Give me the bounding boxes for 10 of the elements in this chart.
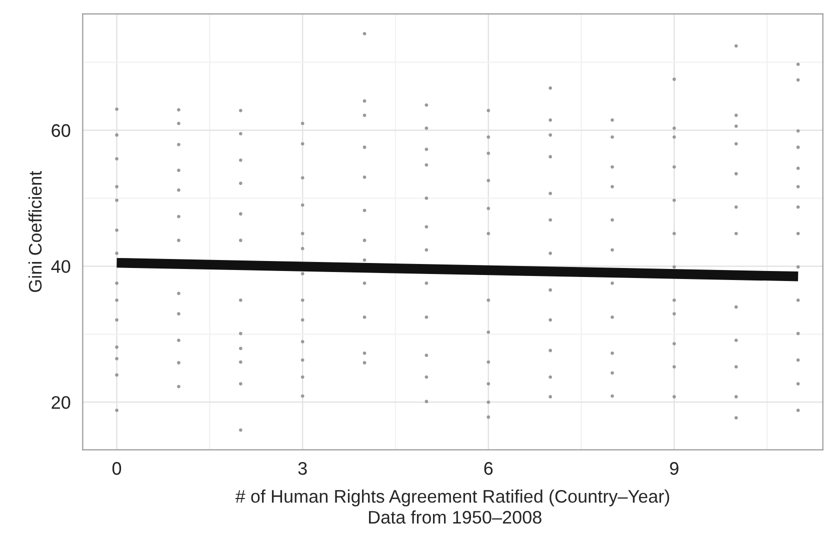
x-tick-label: 9	[670, 462, 678, 475]
text: Data from 1950–2008	[369, 510, 542, 524]
y-axis-title: Gini Coefficient	[28, 170, 42, 292]
x-tick-label: 3	[298, 462, 307, 475]
y-tick-label: 20	[52, 396, 70, 409]
y-tick-label: 60	[52, 124, 70, 137]
x-tick-label: 6	[484, 462, 493, 475]
y-tick-label: 40	[51, 260, 70, 273]
x-tick-label: 0	[112, 462, 122, 475]
x-axis-title: # of Human Rights Agreement Ratified (Country–Year)	[235, 490, 670, 506]
